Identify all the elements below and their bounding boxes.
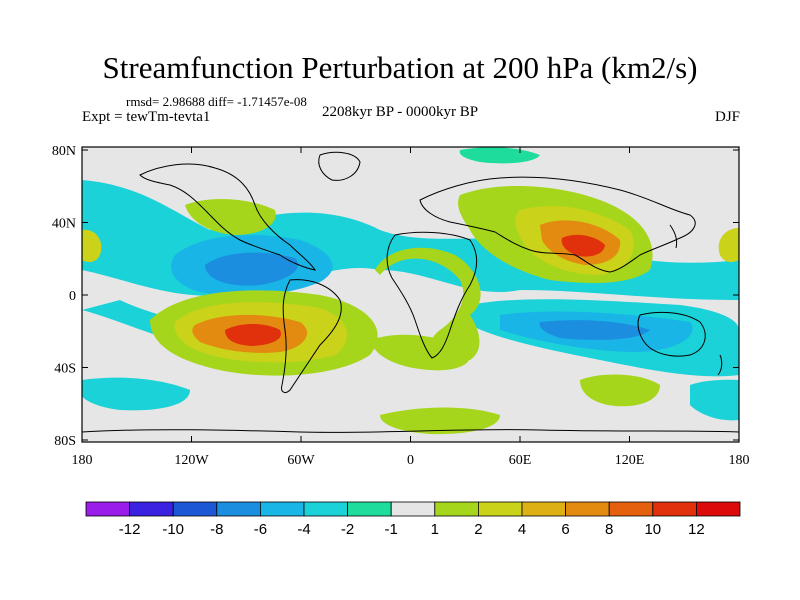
lon-label: 120W <box>174 453 209 468</box>
longitude-axis: 180 120W 60W 0 60E 120E 180 <box>72 147 750 468</box>
coast-antarctica <box>82 429 739 433</box>
colorbar-label: -2 <box>341 521 354 538</box>
lat-label: 80N <box>52 144 76 159</box>
lon-label: 180 <box>729 453 750 468</box>
map-title: Streamfunction Perturbation at 200 hPa (… <box>102 50 698 85</box>
colorbar-swatch <box>434 501 479 517</box>
contour-cyan-southwest <box>82 377 190 411</box>
colorbar-label: 6 <box>561 521 569 538</box>
colorbar-swatch <box>477 501 523 517</box>
coast-japan <box>669 224 678 249</box>
colorbar-label: 8 <box>605 521 613 538</box>
colorbar-swatch <box>347 501 392 517</box>
coast-australia <box>637 311 706 357</box>
colorbar-label: -1 <box>385 521 398 538</box>
contour-green-northpacific <box>185 198 276 235</box>
contour-green-southindian <box>580 374 660 407</box>
colorbar-swatch <box>129 501 174 517</box>
colorbar-swatch <box>652 501 697 517</box>
coast-africa <box>386 231 478 359</box>
colorbar-swatch <box>696 501 741 517</box>
contour-darkblue-indian <box>539 320 650 340</box>
colorbar-label: 2 <box>474 521 482 538</box>
colorbar: -12 -10 -8 -6 -4 -2 -1 1 2 4 6 8 10 12 <box>85 501 741 538</box>
lon-label: 120E <box>615 453 645 468</box>
contour-cyan-southeast <box>690 379 739 421</box>
coast-new-zealand <box>717 354 723 376</box>
coast-europe-asia <box>419 176 696 273</box>
colorbar-label: -12 <box>119 521 141 538</box>
period-label: 2208kyr BP - 0000kyr BP <box>322 104 479 120</box>
colorbar-label: -8 <box>210 521 223 538</box>
colorbar-swatch <box>172 501 218 517</box>
lon-label: 0 <box>407 453 414 468</box>
colorbar-swatch <box>303 501 348 517</box>
lat-label: 0 <box>69 289 76 304</box>
colorbar-label: -6 <box>254 521 267 538</box>
colorbar-label: 1 <box>431 521 439 538</box>
contour-red-southamerica <box>225 324 281 346</box>
colorbar-swatch <box>565 501 610 517</box>
colorbar-swatch <box>216 501 261 517</box>
lat-label: 80S <box>54 434 76 449</box>
lon-label: 180 <box>72 453 93 468</box>
season-label: DJF <box>714 109 740 125</box>
lat-label: 40S <box>54 362 76 377</box>
contour-green-southwest-atlantic <box>370 334 471 371</box>
coast-greenland <box>318 151 361 181</box>
lat-label: 40N <box>52 217 76 232</box>
experiment-label: Expt = tewTm-tevta1 <box>82 109 211 125</box>
coast-south-america <box>281 279 342 393</box>
coast-north-america <box>139 163 317 271</box>
contour-field <box>82 147 739 435</box>
contour-red-asia <box>561 234 605 257</box>
coastlines <box>82 151 739 433</box>
contour-yellow-east-edge <box>718 228 739 263</box>
lon-label: 60E <box>509 453 532 468</box>
stats-text: rmsd= 2.98688 diff= -1.71457e-08 <box>126 94 307 109</box>
colorbar-label: -10 <box>162 521 184 538</box>
colorbar-label: 12 <box>688 521 705 538</box>
lon-label: 60W <box>287 453 315 468</box>
contour-green-africa-loop <box>375 247 481 360</box>
colorbar-swatch <box>259 501 305 517</box>
latitude-axis: 80N 40N 0 40S 80S <box>52 144 739 449</box>
colorbar-swatch <box>85 501 130 517</box>
colorbar-swatch <box>608 501 654 517</box>
colorbar-label: 4 <box>518 521 526 538</box>
map-panel <box>81 146 740 443</box>
colorbar-swatch <box>521 501 566 517</box>
colorbar-label: 10 <box>644 521 661 538</box>
colorbar-swatch <box>390 501 436 517</box>
colorbar-label: -4 <box>297 521 310 538</box>
contour-green-southern-ocean <box>380 407 500 435</box>
contour-darkblue-americas <box>205 252 299 286</box>
contour-yellow-west-edge <box>82 229 102 263</box>
